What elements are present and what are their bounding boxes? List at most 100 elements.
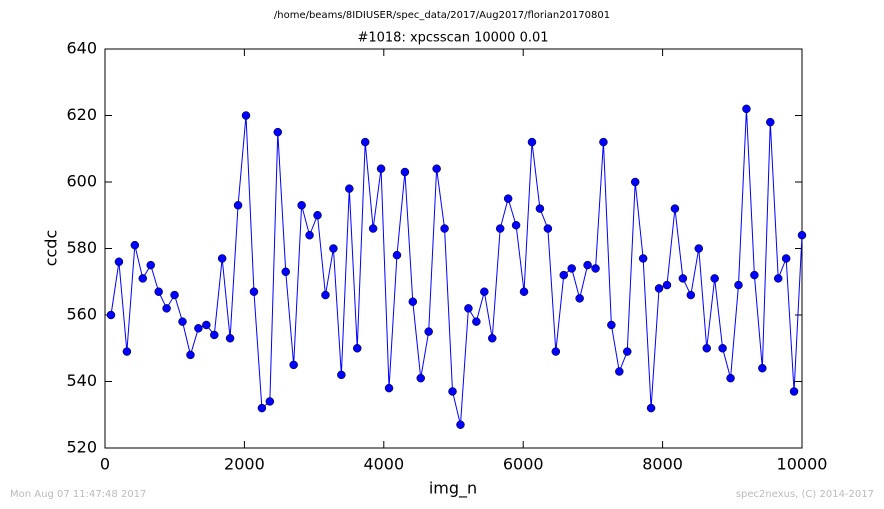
data-point: [392, 250, 402, 260]
data-point: [424, 327, 433, 336]
data-point: [352, 344, 362, 353]
data-point: [329, 244, 338, 253]
data-point: [670, 204, 680, 213]
data-point: [567, 264, 576, 273]
data-point: [575, 294, 584, 303]
x-tick-label: 6000: [503, 455, 544, 474]
data-point: [527, 137, 537, 147]
data-point: [305, 230, 314, 240]
data-point: [623, 347, 632, 356]
data-point: [257, 403, 267, 413]
data-point: [337, 370, 346, 380]
data-point: [448, 387, 457, 396]
footer-right: spec2nexus, (C) 2014-2017: [736, 489, 874, 500]
data-point: [535, 204, 545, 213]
data-point: [376, 164, 386, 173]
x-axis-label: img_n: [429, 479, 477, 499]
data-point: [615, 367, 624, 376]
data-point: [289, 360, 298, 370]
data-point: [297, 201, 306, 210]
data-point: [273, 127, 283, 137]
data-point: [519, 287, 529, 296]
data-point: [503, 194, 513, 203]
y-tick-label: 560: [66, 305, 97, 324]
data-point: [186, 350, 195, 360]
data-point: [718, 344, 727, 353]
data-point: [440, 224, 449, 233]
data-point: [233, 201, 243, 210]
data-point: [495, 224, 505, 233]
x-tick-label: 8000: [642, 455, 683, 474]
data-point: [678, 274, 688, 283]
data-point: [138, 274, 148, 283]
data-point: [106, 310, 116, 320]
data-point: [146, 260, 155, 270]
y-tick-label: 520: [66, 438, 97, 457]
x-tick-label: 0: [100, 455, 110, 474]
chart-subtitle: #1018: xpcsscan 10000 0.01: [357, 31, 548, 46]
data-point: [472, 317, 481, 326]
data-point: [773, 274, 783, 283]
data-point: [638, 254, 648, 263]
data-point: [734, 280, 743, 290]
data-point: [408, 297, 418, 306]
data-point: [400, 167, 410, 177]
data-point: [432, 164, 441, 173]
data-line: [110, 108, 803, 425]
data-point: [170, 290, 179, 300]
data-point: [543, 224, 553, 233]
data-point: [702, 344, 711, 353]
data-point: [241, 111, 251, 120]
data-point: [742, 104, 751, 114]
x-tick-label: 4000: [363, 455, 404, 474]
data-point: [194, 324, 203, 333]
data-point: [416, 373, 425, 383]
data-point: [202, 320, 211, 330]
data-point: [511, 220, 521, 230]
data-point: [114, 257, 124, 267]
data-point: [225, 334, 235, 343]
data-point: [662, 280, 672, 290]
data-point: [781, 254, 791, 263]
data-point: [789, 387, 799, 396]
data-point: [766, 117, 775, 127]
data-point: [464, 304, 473, 313]
data-point: [694, 244, 704, 253]
data-point: [210, 330, 219, 340]
chart-title: /home/beams/8IDIUSER/spec_data/2017/Aug2…: [274, 10, 610, 21]
data-point: [599, 137, 608, 147]
data-point: [345, 184, 354, 193]
data-point: [265, 397, 275, 406]
x-tick-label: 2000: [224, 455, 265, 474]
data-point: [217, 254, 227, 263]
x-tick-label: 10000: [777, 455, 828, 474]
data-point: [551, 347, 561, 356]
y-tick-label: 620: [66, 105, 97, 124]
data-point: [360, 137, 370, 147]
data-point: [130, 240, 140, 250]
y-tick-label: 640: [66, 39, 97, 58]
data-point: [710, 274, 719, 283]
data-point: [630, 177, 640, 187]
y-tick-label: 540: [66, 371, 97, 390]
data-point: [313, 211, 322, 220]
y-tick-label: 600: [66, 172, 97, 191]
data-point: [654, 284, 664, 293]
data-point: [591, 264, 600, 273]
data-point: [249, 287, 259, 296]
data-point: [726, 373, 735, 383]
data-point: [178, 317, 187, 326]
data-point: [750, 270, 759, 280]
data-point: [488, 334, 497, 343]
data-point: [646, 403, 656, 413]
data-point: [583, 260, 592, 270]
data-point: [122, 347, 132, 356]
data-point: [607, 320, 616, 330]
data-point: [686, 290, 696, 300]
data-point: [456, 420, 465, 429]
data-point: [281, 267, 290, 277]
data-point: [480, 287, 489, 296]
data-point: [368, 224, 378, 233]
data-point: [321, 290, 330, 300]
